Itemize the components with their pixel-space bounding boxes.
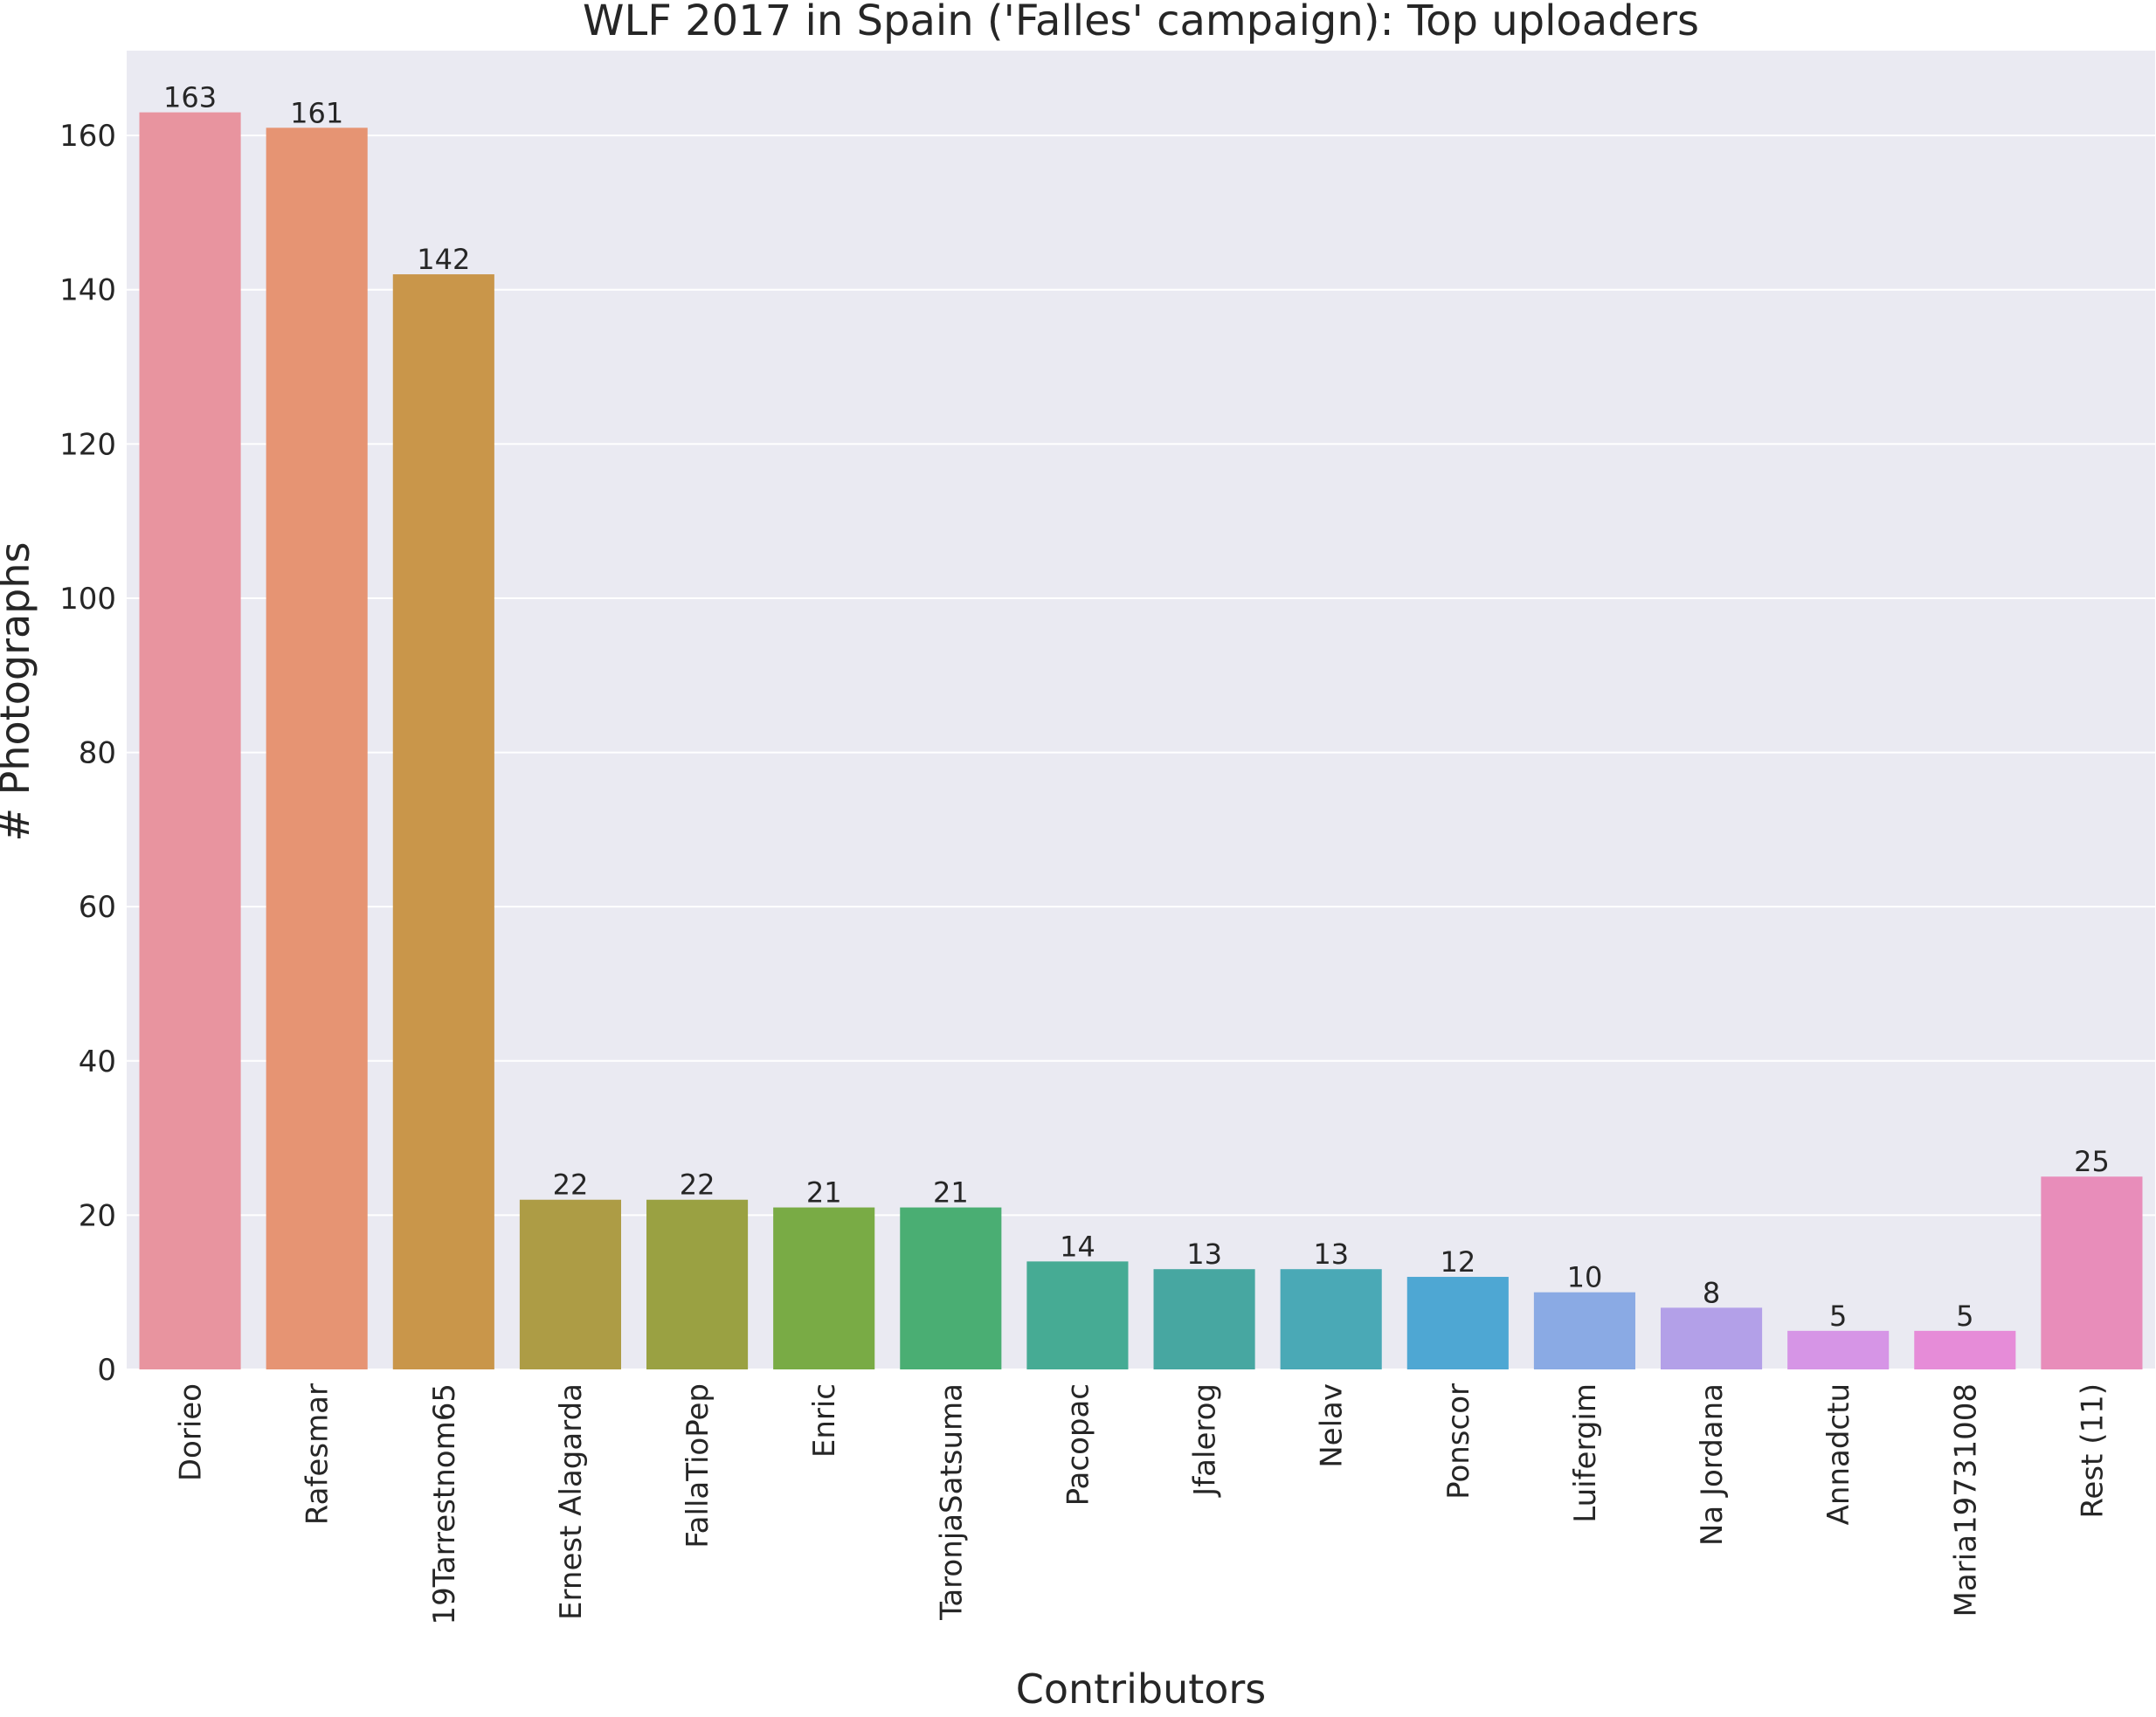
bar [1533, 1292, 1635, 1369]
y-tick-label: 80 [79, 736, 116, 771]
bar [1661, 1307, 1763, 1369]
bar [392, 274, 494, 1369]
bar-value-label: 21 [806, 1176, 842, 1210]
bar [773, 1207, 875, 1369]
bar-value-label: 10 [1567, 1261, 1603, 1294]
y-tick-label: 40 [79, 1045, 116, 1079]
bar-value-label: 161 [290, 96, 343, 129]
x-tick-label: Enric [807, 1383, 842, 1458]
bar-value-label: 5 [1956, 1300, 1973, 1333]
bar [646, 1199, 749, 1369]
bar [266, 128, 368, 1370]
y-tick-label: 160 [59, 119, 116, 154]
x-tick-label: Na Jordana [1695, 1383, 1730, 1546]
bar [1280, 1269, 1382, 1369]
x-tick-label: Maria19731008 [1948, 1383, 1983, 1617]
bar-value-label: 142 [417, 243, 470, 276]
y-tick-label: 100 [59, 582, 116, 617]
bar [900, 1207, 1002, 1369]
bar [1026, 1261, 1129, 1369]
bar-value-label: 13 [1313, 1238, 1349, 1271]
bar-value-labels: 163 161 142 22 22 21 21 14 13 13 12 10 8 5 5 25 [163, 81, 2110, 1333]
bar-value-label: 22 [680, 1169, 715, 1202]
bar-value-label: 8 [1703, 1276, 1720, 1309]
bar-value-label: 14 [1060, 1230, 1095, 1263]
x-tick-label: Annadctu [1821, 1383, 1856, 1525]
bar-value-label: 163 [163, 81, 217, 114]
y-axis-label: # Photographs [0, 541, 38, 841]
y-tick-label: 20 [79, 1198, 116, 1233]
bar [1787, 1330, 1890, 1369]
bar-value-label: 22 [553, 1169, 589, 1202]
x-tick-label: Dorieo [174, 1383, 209, 1481]
bars [139, 112, 2143, 1370]
bar-value-label: 5 [1829, 1300, 1847, 1333]
bar [1914, 1330, 2016, 1369]
x-tick-label: Jfalerog [1188, 1383, 1223, 1498]
y-tick-label: 140 [59, 273, 116, 308]
x-tick-label: 19Tarrestnom65 [427, 1383, 462, 1625]
x-axis-label: Contributors [1016, 1665, 1267, 1713]
x-tick-label: Luifergim [1568, 1383, 1603, 1523]
x-tick-label: FallaTioPep [681, 1383, 715, 1548]
bar [1153, 1269, 1255, 1369]
bar [519, 1199, 621, 1369]
y-tick-label: 60 [79, 890, 116, 925]
x-tick-label: TaronjaSatsuma [934, 1383, 969, 1621]
x-tick-label: Pacopac [1061, 1383, 1095, 1506]
x-tick-label: Rafesmar [301, 1383, 335, 1525]
x-axis-ticks: Dorieo Rafesmar 19Tarrestnom65 Ernest Alaga… [174, 1383, 2111, 1625]
bar-value-label: 21 [933, 1176, 969, 1210]
y-tick-label: 0 [97, 1353, 116, 1388]
x-tick-label: Ernest Alagarda [554, 1383, 589, 1620]
bar [139, 112, 241, 1369]
x-tick-label: Rest (11) [2075, 1383, 2110, 1519]
bar-value-label: 25 [2074, 1145, 2110, 1178]
x-tick-label: Nelav [1315, 1383, 1350, 1468]
bar [1406, 1277, 1509, 1369]
y-tick-label: 120 [59, 427, 116, 462]
y-axis-ticks: 0 20 40 60 80 100 120 140 160 [59, 119, 116, 1388]
chart-title: WLF 2017 in Spain ('Falles' campaign): T… [583, 0, 1699, 45]
bar [2041, 1176, 2143, 1369]
bar-value-label: 13 [1186, 1238, 1222, 1271]
x-tick-label: Ponscor [1441, 1383, 1476, 1500]
bar-value-label: 12 [1440, 1245, 1475, 1279]
